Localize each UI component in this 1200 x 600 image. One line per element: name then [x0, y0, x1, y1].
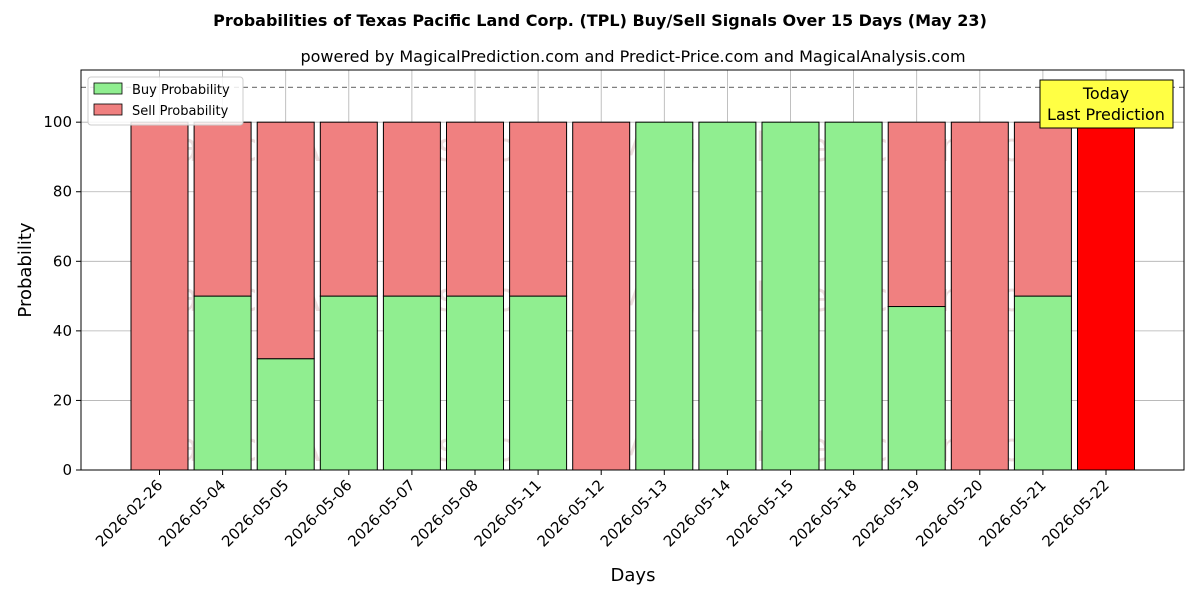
bar-buy-2026-05-14 [698, 121, 757, 471]
bar-sell-2026-05-05 [256, 121, 315, 360]
bar-sell-2026-05-22 [1077, 121, 1135, 471]
x-tick-label: 2026-05-13 [597, 476, 671, 550]
bar-buy-2026-05-08 [446, 295, 504, 471]
bar-sell-2026-05-21 [1013, 121, 1072, 297]
x-axis-label: Days [611, 565, 656, 586]
plot-frame [80, 69, 1185, 471]
bars-layer [130, 121, 1135, 471]
x-tick-label: 2026-05-05 [218, 476, 292, 550]
y-tick-label: 40 [53, 322, 72, 340]
annotation-line-1: Today [1082, 84, 1129, 103]
x-tick-label: 2026-05-15 [723, 476, 797, 550]
y-tick-label: 100 [43, 113, 72, 131]
x-tick-label: 2026-05-19 [849, 476, 923, 550]
legend: Buy Probability Sell Probability [87, 76, 244, 126]
x-tick-label: 2026-05-07 [344, 476, 418, 550]
legend-label-buy: Buy Probability [132, 83, 230, 98]
bar-buy-2026-05-06 [319, 295, 378, 471]
chart-title: Probabilities of Texas Pacific Land Corp… [213, 11, 987, 30]
bar-buy-2026-05-21 [1013, 295, 1072, 471]
y-tick-label: 80 [53, 183, 72, 201]
bar-buy-2026-05-19 [887, 306, 946, 471]
bar-buy-2026-05-05 [256, 358, 315, 471]
bar-sell-2026-05-12 [572, 121, 631, 471]
today-annotation: Today Last Prediction [1039, 79, 1174, 129]
y-ticks: 0 20 40 60 80 100 [43, 113, 81, 479]
legend-box [87, 76, 244, 126]
x-tick-label: 2026-02-26 [92, 476, 166, 550]
y-axis-label: Probability [15, 222, 36, 317]
bar-sell-2026-05-07 [382, 121, 441, 297]
x-ticks: 2026-02-262026-05-042026-05-052026-05-06… [92, 470, 1113, 550]
x-tick-label: 2026-05-12 [534, 476, 608, 550]
legend-label-sell: Sell Probability [132, 104, 229, 119]
x-tick-label: 2026-05-04 [155, 476, 229, 550]
x-tick-label: 2026-05-14 [660, 476, 734, 550]
y-tick-label: 60 [53, 252, 72, 270]
legend-swatch-sell [93, 103, 123, 116]
y-tick-label: 20 [53, 391, 72, 409]
bar-buy-2026-05-13 [635, 121, 694, 471]
x-tick-label: 2026-05-20 [912, 476, 986, 550]
annotation-box [1039, 79, 1174, 129]
annotation-line-2: Last Prediction [1047, 105, 1165, 124]
bar-buy-2026-05-15 [761, 121, 820, 471]
bar-sell-2026-05-19 [887, 121, 946, 308]
legend-swatch-buy [93, 82, 123, 95]
bar-buy-2026-05-11 [509, 295, 568, 471]
chart-subtitle: powered by MagicalPrediction.com and Pre… [300, 47, 965, 66]
x-tick-label: 2026-05-18 [786, 476, 860, 550]
bar-sell-2026-02-26 [130, 121, 189, 471]
x-tick-label: 2026-05-22 [1038, 476, 1112, 550]
bar-buy-2026-05-07 [382, 295, 441, 471]
bar-sell-2026-05-08 [446, 121, 504, 297]
x-tick-label: 2026-05-08 [407, 476, 481, 550]
bar-sell-2026-05-20 [950, 121, 1009, 471]
x-tick-label: 2026-05-21 [975, 476, 1049, 550]
bar-buy-2026-05-04 [193, 295, 252, 471]
bar-buy-2026-05-18 [824, 121, 883, 471]
x-tick-label: 2026-05-06 [281, 476, 355, 550]
bar-sell-2026-05-04 [193, 121, 252, 297]
bar-sell-2026-05-11 [509, 121, 568, 297]
y-tick-label: 0 [62, 461, 72, 479]
x-tick-label: 2026-05-11 [471, 476, 545, 550]
bar-sell-2026-05-06 [319, 121, 378, 297]
